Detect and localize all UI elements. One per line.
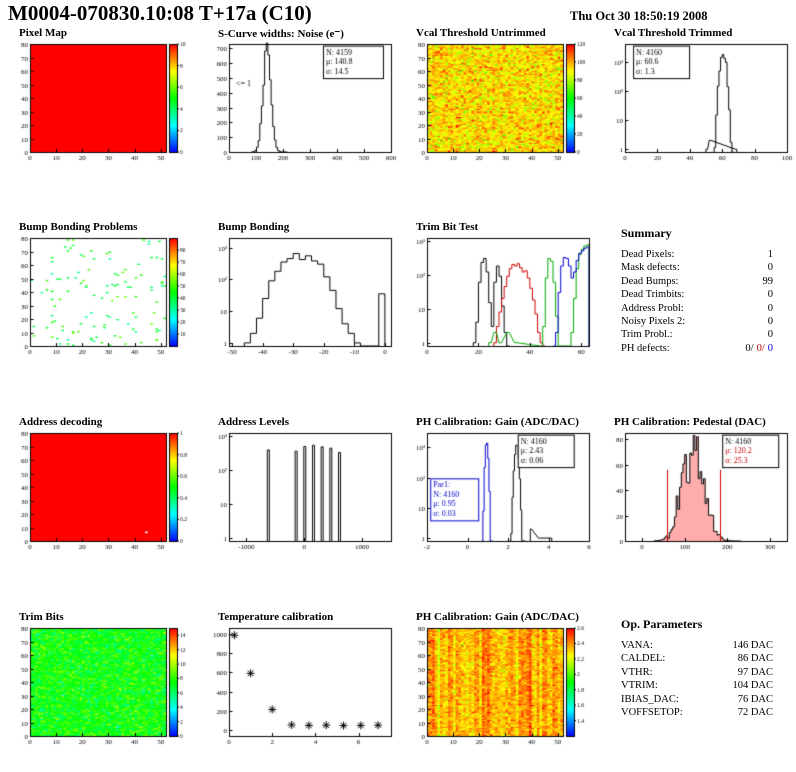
ph-gain-hist-chart [403,430,597,556]
panel-scurve-noise: S-Curve widths: Noise (e⁻) [205,27,401,167]
panel-title: S-Curve widths: Noise (e⁻) [218,28,344,40]
panel-title: Pixel Map [19,27,67,39]
summary-label: Mask defects: [621,262,680,274]
summary-row: Mask defects: 0 [621,261,773,274]
op-parameter-value: 97 DAC [737,666,773,678]
pixel-map-chart [6,41,200,167]
op-parameter-label: VTRIM: [621,680,658,692]
ph-defects-blue: 0 [767,342,773,354]
summary-value: 0 [767,262,773,274]
panel-op-parameters: Op. Parameters VANA: 146 DAC CALDEL: 86 DA… [601,617,791,719]
ph-defects-red: 0/ [756,342,765,354]
panel-title: Temperature calibration [218,611,334,623]
scurve-noise-chart [205,41,399,167]
panel-title: Bump Bonding [218,221,290,233]
trim-bits-chart [6,625,200,751]
op-parameter-row: VANA: 146 DAC [621,639,773,652]
ph-defects-black: 0/ [745,342,754,354]
panel-bump-bonding: Bump Bonding [205,221,401,361]
op-parameter-value: 76 DAC [737,693,773,705]
panel-trim-bit-test: Trim Bit Test [403,221,599,361]
op-parameter-row: VOFFSETOP: 72 DAC [621,706,773,719]
op-parameter-row: IBIAS_DAC: 76 DAC [621,693,773,706]
summary-label: Trim Probl.: [621,329,673,341]
summary-row-ph-defects: PH defects: 0/0/0 [621,342,773,355]
summary-row: Dead Pixels: 1 [621,248,773,261]
panel-title: Address Levels [218,416,289,428]
panel-title: PH Calibration: Gain (ADC/DAC) [416,416,579,428]
op-parameter-row: CALDEL: 86 DAC [621,652,773,665]
summary-title: Summary [621,226,672,240]
panel-summary: Summary Dead Pixels: 1 Mask defects: 0 Dea… [601,226,791,355]
summary-row: Address Probl: 0 [621,302,773,315]
summary-value: 0 [767,302,773,314]
ph-defects-values: 0/0/0 [742,342,773,355]
panel-temperature-calibration: Temperature calibration [205,611,401,751]
panel-address-levels: Address Levels [205,416,401,556]
op-parameter-label: VANA: [621,640,653,651]
vcal-untrimmed-chart [403,41,597,167]
summary-row: Dead Bumps: 99 [621,275,773,288]
op-parameters-title: Op. Parameters [621,617,703,631]
ph-gain-map-chart [403,625,597,751]
panel-trim-bits: Trim Bits [6,611,202,751]
summary-row: Dead Trimbits: 0 [621,288,773,301]
panel-title: PH Calibration: Pedestal (DAC) [614,416,766,428]
timestamp: Thu Oct 30 18:50:19 2008 [570,9,708,23]
panel-vcal-trimmed: Vcal Threshold Trimmed [601,27,796,167]
panel-address-decoding: Address decoding [6,416,202,556]
panel-ph-gain-map: PH Calibration: Gain (ADC/DAC) [403,611,599,751]
panel-bump-bonding-problems: Bump Bonding Problems [6,221,202,361]
op-parameter-value: 72 DAC [737,707,773,719]
address-levels-chart [205,430,399,556]
summary-label: Dead Pixels: [621,249,675,260]
panel-pixel-map: Pixel Map [6,27,202,167]
summary-label: Noisy Pixels 2: [621,316,686,328]
op-parameter-label: VOFFSETOP: [621,707,683,719]
panel-title: Trim Bit Test [416,221,479,233]
panel-vcal-untrimmed: Vcal Threshold Untrimmed [403,27,599,167]
op-parameter-label: IBIAS_DAC: [621,693,679,705]
trim-bit-test-chart [403,235,597,361]
address-decoding-chart [6,430,200,556]
panel-ph-pedestal: PH Calibration: Pedestal (DAC) [601,416,796,556]
summary-label: Address Probl: [621,302,684,314]
op-parameter-value: 104 DAC [732,680,773,692]
vcal-trimmed-chart [601,41,795,167]
op-parameter-label: VTHR: [621,666,653,678]
summary-label: PH defects: [621,342,670,354]
summary-label: Dead Trimbits: [621,289,685,301]
summary-value: 99 [762,275,774,287]
summary-value: 0 [767,329,773,341]
op-parameter-row: VTRIM: 104 DAC [621,679,773,692]
op-parameter-value: 86 DAC [737,653,773,665]
page-title: M0004-070830.10:08 T+17a (C10) [8,1,312,25]
panel-title: Vcal Threshold Trimmed [614,27,733,39]
summary-value: 0 [767,289,773,301]
op-parameter-label: CALDEL: [621,653,666,665]
panel-title: Trim Bits [19,611,64,623]
summary-row: Trim Probl.: 0 [621,328,773,341]
panel-title: PH Calibration: Gain (ADC/DAC) [416,611,579,623]
panel-title: Address decoding [19,416,103,428]
summary-value: 1 [767,249,773,260]
summary-row: Noisy Pixels 2: 0 [621,315,773,328]
op-parameter-value: 146 DAC [732,640,773,651]
panel-title: Vcal Threshold Untrimmed [416,27,546,39]
summary-value: 0 [767,316,773,328]
temperature-calibration-chart [205,625,399,751]
ph-pedestal-chart [601,430,795,556]
bump-bonding-chart [205,235,399,361]
panel-ph-gain-hist: PH Calibration: Gain (ADC/DAC) [403,416,599,556]
bump-bonding-problems-chart [6,235,200,361]
summary-label: Dead Bumps: [621,275,679,287]
op-parameter-row: VTHR: 97 DAC [621,666,773,679]
panel-title: Bump Bonding Problems [19,221,138,233]
